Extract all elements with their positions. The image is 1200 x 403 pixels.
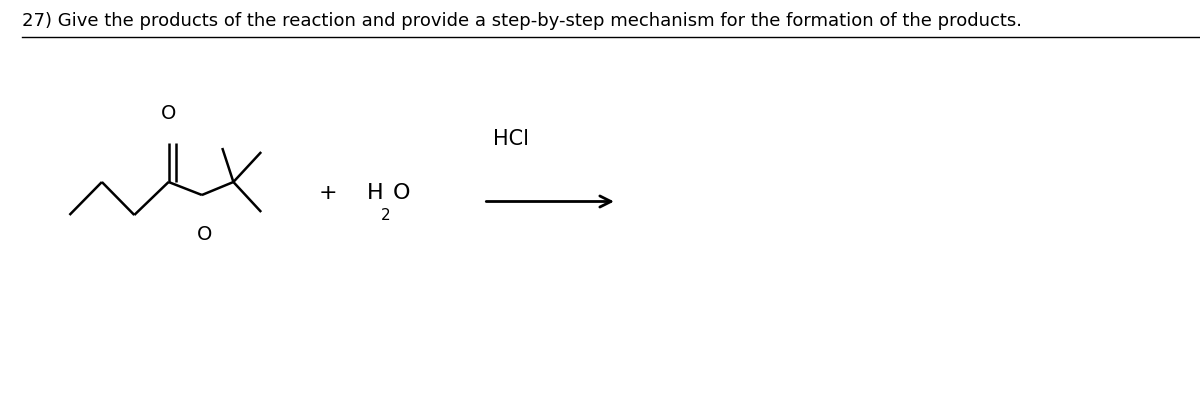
Text: +: +: [318, 183, 337, 204]
Text: O: O: [161, 104, 176, 123]
Text: 2: 2: [382, 208, 391, 223]
Text: H: H: [367, 183, 383, 204]
Text: 27) Give the products of the reaction and provide a step-by-step mechanism for t: 27) Give the products of the reaction an…: [23, 12, 1022, 30]
Text: O: O: [197, 225, 212, 244]
Text: O: O: [392, 183, 410, 204]
Text: HCl: HCl: [493, 129, 529, 149]
